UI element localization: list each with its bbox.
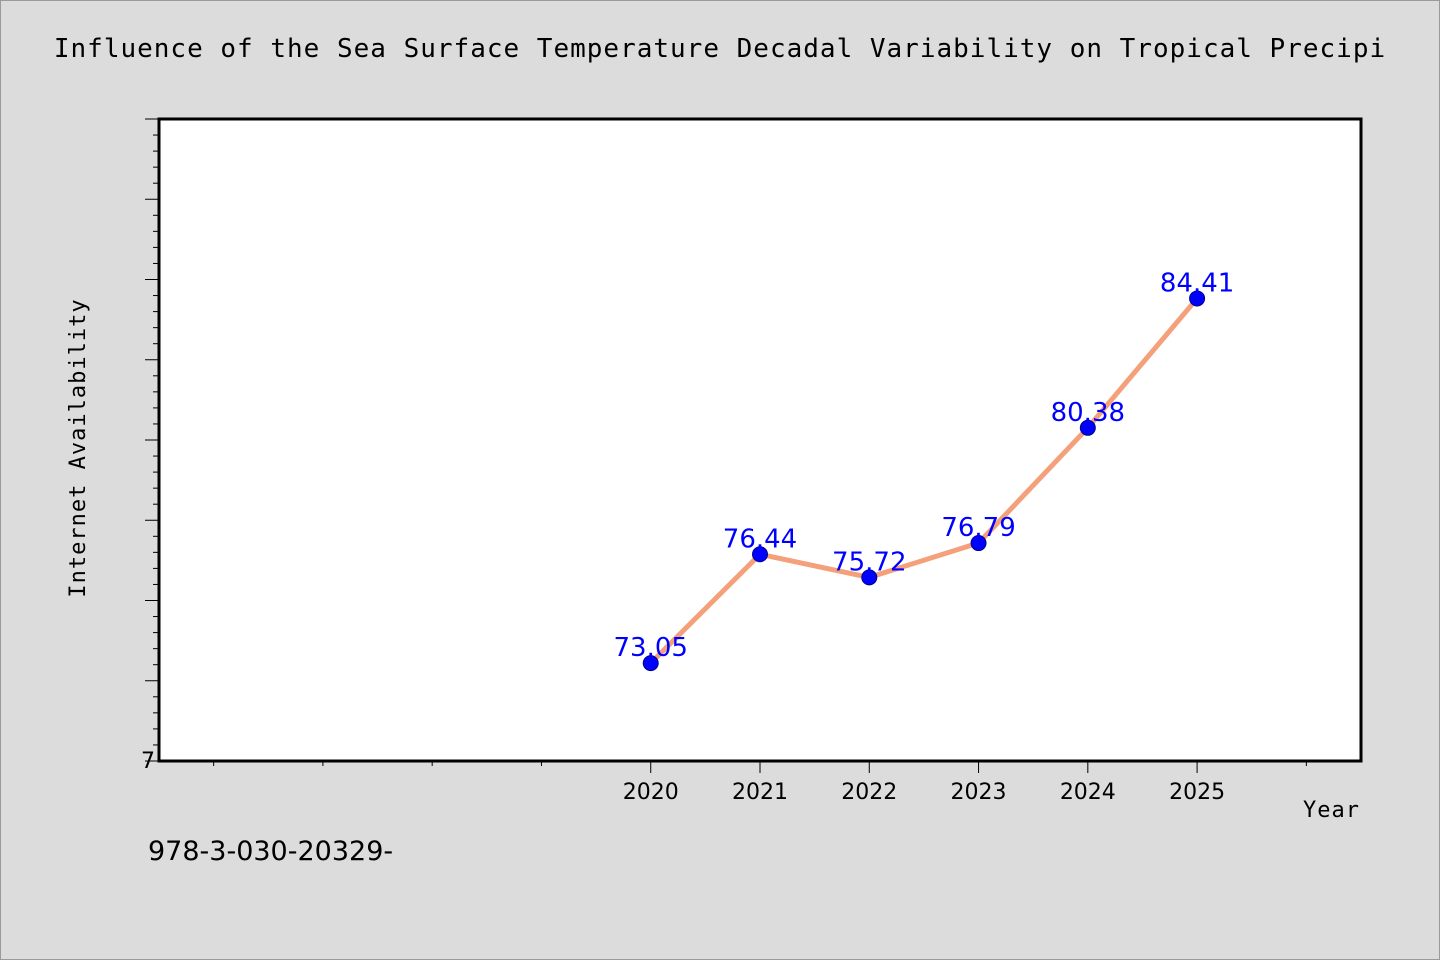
x-axis-title: Year [1303,798,1360,823]
footer-isbn-text: 978-3-030-20329- [148,836,394,867]
y-axis-tick-labels: 7 [141,749,155,774]
series-line [648,295,1200,666]
data-markers [642,290,1206,672]
data-label: 75.72 [832,547,906,577]
data-point [1079,419,1096,436]
y-tick-label: 7 [141,749,155,774]
data-point [1189,290,1206,307]
data-point [752,546,768,563]
data-label: 80.38 [1051,398,1125,428]
x-axis-ticks [213,761,1307,773]
x-tick-label: 2025 [1169,780,1225,805]
data-point [642,655,659,672]
data-label: 76.79 [941,513,1015,543]
chart-title: Influence of the Sea Surface Temperature… [53,34,1387,64]
data-label: 84.41 [1160,268,1234,298]
plot-area [157,117,1363,763]
data-labels: 73.05 76.44 75.72 76.79 80.38 84.41 [614,268,1235,663]
y-axis-ticks [145,118,159,762]
x-tick-label: 2023 [951,780,1007,805]
data-label: 76.44 [723,524,797,554]
x-tick-label: 2020 [623,780,679,805]
x-tick-label: 2024 [1060,780,1116,805]
x-axis-tick-labels: 2020 2021 2022 2023 2024 2025 [623,780,1225,805]
data-point [970,535,987,552]
x-tick-label: 2021 [732,780,788,805]
data-label: 73.05 [614,633,688,663]
y-axis-title: Internet Availability [66,298,91,597]
data-point [861,569,878,586]
x-tick-label: 2022 [841,780,897,805]
